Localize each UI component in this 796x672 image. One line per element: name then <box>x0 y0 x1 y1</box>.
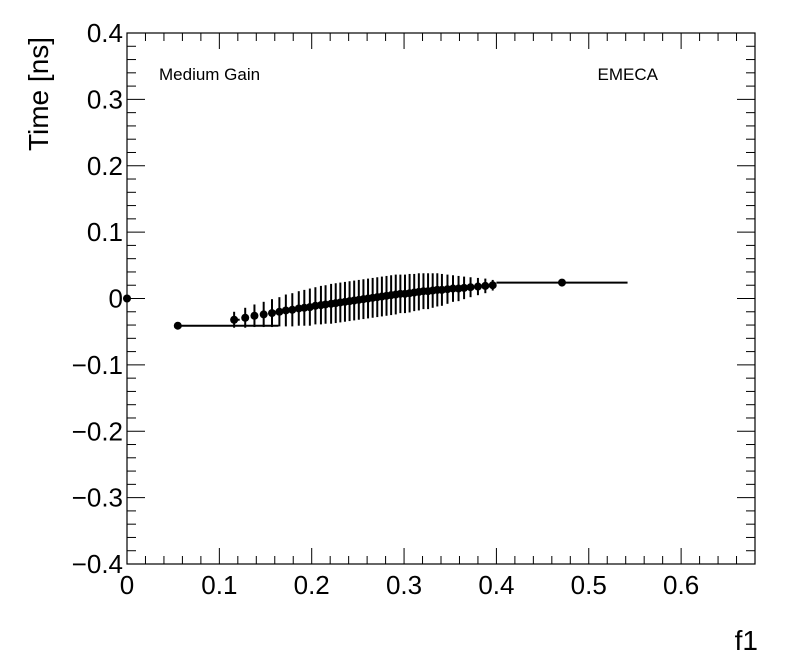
y-tick-label: −0.3 <box>72 483 123 513</box>
y-axis-label: Time [ns] <box>23 37 54 151</box>
data-markers <box>123 278 566 330</box>
data-point <box>241 313 250 322</box>
x-tick-label: 0.3 <box>386 570 422 600</box>
data-point <box>473 282 482 291</box>
y-tick-label: 0.2 <box>87 151 123 181</box>
y-tick-label: 0.1 <box>87 217 123 247</box>
data-point <box>250 311 259 320</box>
y-tick-label: 0.4 <box>87 18 123 48</box>
y-tick-label: 0.3 <box>87 84 123 114</box>
data-point <box>557 278 566 287</box>
axis-tick-labels: 0 0.1 0.2 0.3 0.4 0.5 0.6 −0.4 −0.3 −0.2 −0.1 0 0.1 0… <box>72 18 700 600</box>
data-point <box>449 284 458 293</box>
data-point <box>488 281 497 290</box>
axis-ticks <box>126 32 756 565</box>
data-point <box>288 305 297 314</box>
data-point <box>123 294 131 303</box>
data-point <box>230 315 239 324</box>
data-point <box>466 283 475 292</box>
x-tick-label: 0 <box>120 570 134 600</box>
data-point <box>267 309 276 318</box>
data-point <box>460 283 469 292</box>
x-tick-label: 0.4 <box>478 570 514 600</box>
y-tick-label: −0.1 <box>72 350 123 380</box>
y-tick-label: −0.4 <box>72 549 123 579</box>
data-point <box>481 281 490 290</box>
x-tick-label: 0.6 <box>663 570 699 600</box>
data-point <box>275 307 284 316</box>
data-point <box>259 310 268 319</box>
data-point <box>281 306 290 315</box>
y-tick-label: −0.2 <box>72 416 123 446</box>
y-tick-label: 0 <box>109 284 123 314</box>
x-tick-label: 0.1 <box>201 570 237 600</box>
annotation-region: EMECA <box>598 65 659 84</box>
annotation-gain: Medium Gain <box>159 65 260 84</box>
x-tick-label: 0.2 <box>294 570 330 600</box>
x-tick-label: 0.5 <box>571 570 607 600</box>
x-axis-label: f1 <box>735 625 758 656</box>
data-point <box>173 321 182 330</box>
